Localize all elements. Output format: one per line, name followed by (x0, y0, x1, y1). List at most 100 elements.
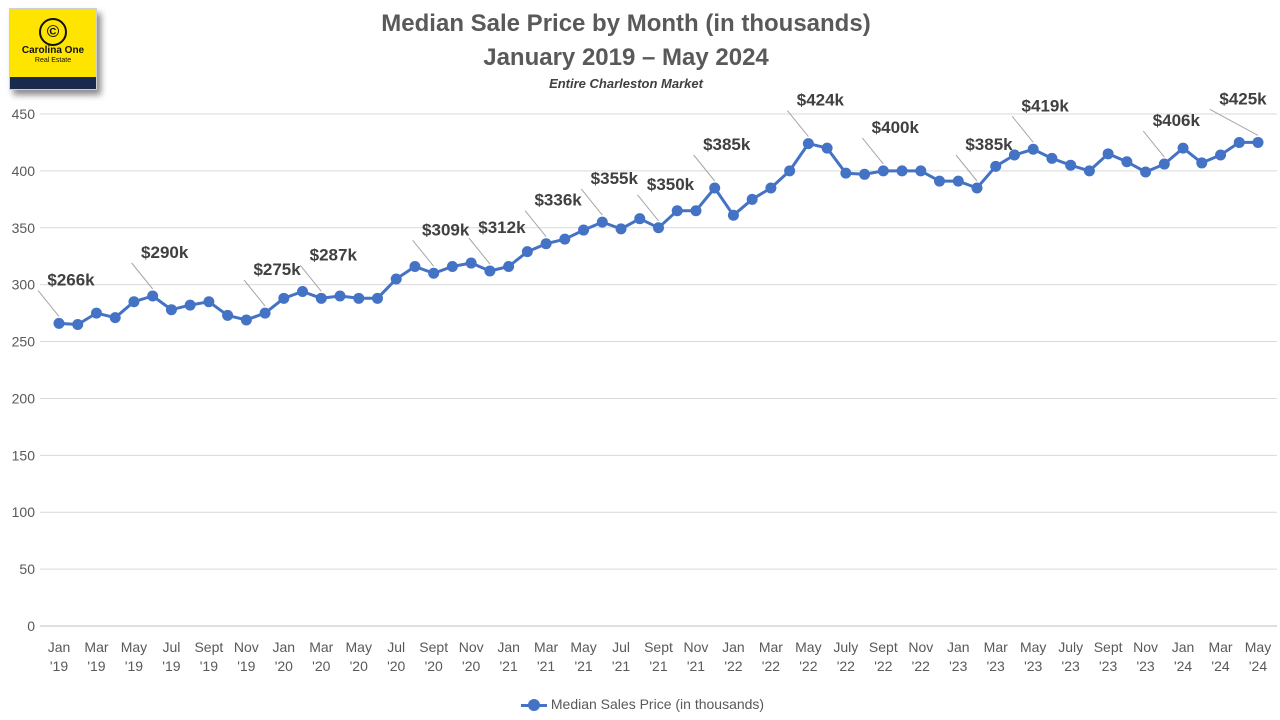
chart-caption: Entire Charleston Market (549, 76, 703, 91)
data-point (1102, 148, 1114, 160)
data-point (746, 193, 758, 205)
x-tick-label: '23 (949, 658, 967, 674)
data-point (653, 222, 664, 234)
x-tick-label: Mar (534, 639, 558, 655)
data-point (334, 290, 346, 302)
data-point (859, 168, 871, 180)
data-label: $355k (591, 169, 639, 188)
data-point (353, 292, 365, 304)
data-point (128, 296, 140, 308)
data-point (109, 312, 121, 324)
data-label: $336k (534, 191, 582, 210)
data-point (72, 318, 84, 330)
x-tick-label: '21 (612, 658, 630, 674)
annotation-leader (580, 188, 603, 216)
y-tick-label: 0 (27, 618, 35, 634)
annotation-leader (131, 262, 154, 290)
x-tick-label: '22 (874, 658, 892, 674)
data-point (709, 182, 721, 194)
data-point (165, 304, 177, 316)
x-tick-label: Jul (162, 639, 180, 655)
x-tick-label: '24 (1249, 658, 1267, 674)
data-point (559, 233, 571, 245)
x-tick-label: Jan (722, 639, 745, 655)
x-tick-label: '20 (350, 658, 368, 674)
data-point (1177, 142, 1189, 154)
data-point (428, 267, 440, 279)
x-tick-label: Sept (1094, 639, 1123, 655)
logo-subtitle: Real Estate (34, 57, 72, 64)
x-tick-label: Mar (84, 639, 108, 655)
data-point (1027, 143, 1039, 155)
annotation-leader (1011, 115, 1034, 143)
chart-subtitle: January 2019 – May 2024 (483, 44, 769, 71)
x-tick-label: '23 (1136, 658, 1154, 674)
x-tick-label: '21 (649, 658, 667, 674)
logo-band (10, 77, 96, 89)
y-tick-label: 200 (12, 390, 36, 406)
data-point (821, 142, 833, 154)
data-label: $406k (1153, 111, 1201, 130)
x-tick-label: '19 (50, 658, 68, 674)
x-tick-label: '20 (425, 658, 443, 674)
annotation-leader (299, 264, 322, 292)
y-tick-label: 100 (12, 504, 36, 520)
y-tick-label: 450 (12, 106, 36, 122)
x-tick-label: '21 (500, 658, 518, 674)
data-label: $275k (253, 260, 301, 279)
x-tick-label: May (795, 639, 821, 655)
x-tick-label: Sept (419, 639, 448, 655)
x-tick-label: '19 (237, 658, 255, 674)
x-tick-label: '23 (1099, 658, 1117, 674)
data-label: $312k (478, 218, 526, 237)
x-tick-label: Mar (984, 639, 1008, 655)
data-point (521, 246, 533, 258)
data-point (446, 260, 458, 272)
data-point (1252, 136, 1264, 148)
x-tick-label: '22 (912, 658, 930, 674)
x-tick-label: Nov (684, 639, 709, 655)
x-tick-label: '23 (987, 658, 1005, 674)
data-label: $309k (422, 220, 470, 239)
data-point (596, 216, 608, 228)
x-tick-label: Mar (759, 639, 783, 655)
data-point (671, 205, 683, 217)
x-tick-label: July (833, 639, 858, 655)
company-logo: © Carolina One Real Estate (9, 8, 97, 90)
data-point (484, 265, 496, 277)
data-label: $350k (647, 175, 695, 194)
x-tick-label: Mar (309, 639, 333, 655)
y-tick-label: 150 (12, 447, 36, 463)
x-tick-label: May (1020, 639, 1046, 655)
x-tick-label: '24 (1211, 658, 1229, 674)
x-tick-label: '21 (537, 658, 555, 674)
annotation-leader (693, 154, 716, 182)
data-point (690, 205, 702, 217)
legend-marker-icon (520, 698, 547, 712)
x-tick-label: '19 (125, 658, 143, 674)
x-tick-label: Nov (1133, 639, 1158, 655)
data-point (240, 314, 252, 326)
x-tick-label: '20 (462, 658, 480, 674)
data-point (1140, 166, 1152, 178)
data-point (503, 260, 515, 272)
legend-label: Median Sales Price (in thousands) (550, 696, 765, 712)
data-point (1233, 136, 1245, 148)
data-point (1065, 159, 1077, 171)
annotation-leader (243, 279, 266, 307)
x-tick-label: Jul (612, 639, 630, 655)
x-tick-label: Nov (908, 639, 933, 655)
data-point (634, 213, 646, 225)
y-tick-label: 300 (12, 277, 36, 293)
annotation-leader (787, 110, 809, 137)
x-tick-label: Sept (194, 639, 223, 655)
data-point (1158, 158, 1170, 170)
data-point (765, 182, 777, 194)
data-point (1008, 149, 1020, 161)
x-tick-label: July (1058, 639, 1083, 655)
x-tick-label: May (121, 639, 147, 655)
x-tick-label: Nov (459, 639, 484, 655)
data-point (1121, 156, 1133, 168)
x-tick-label: '22 (762, 658, 780, 674)
annotation-leader (468, 237, 491, 265)
